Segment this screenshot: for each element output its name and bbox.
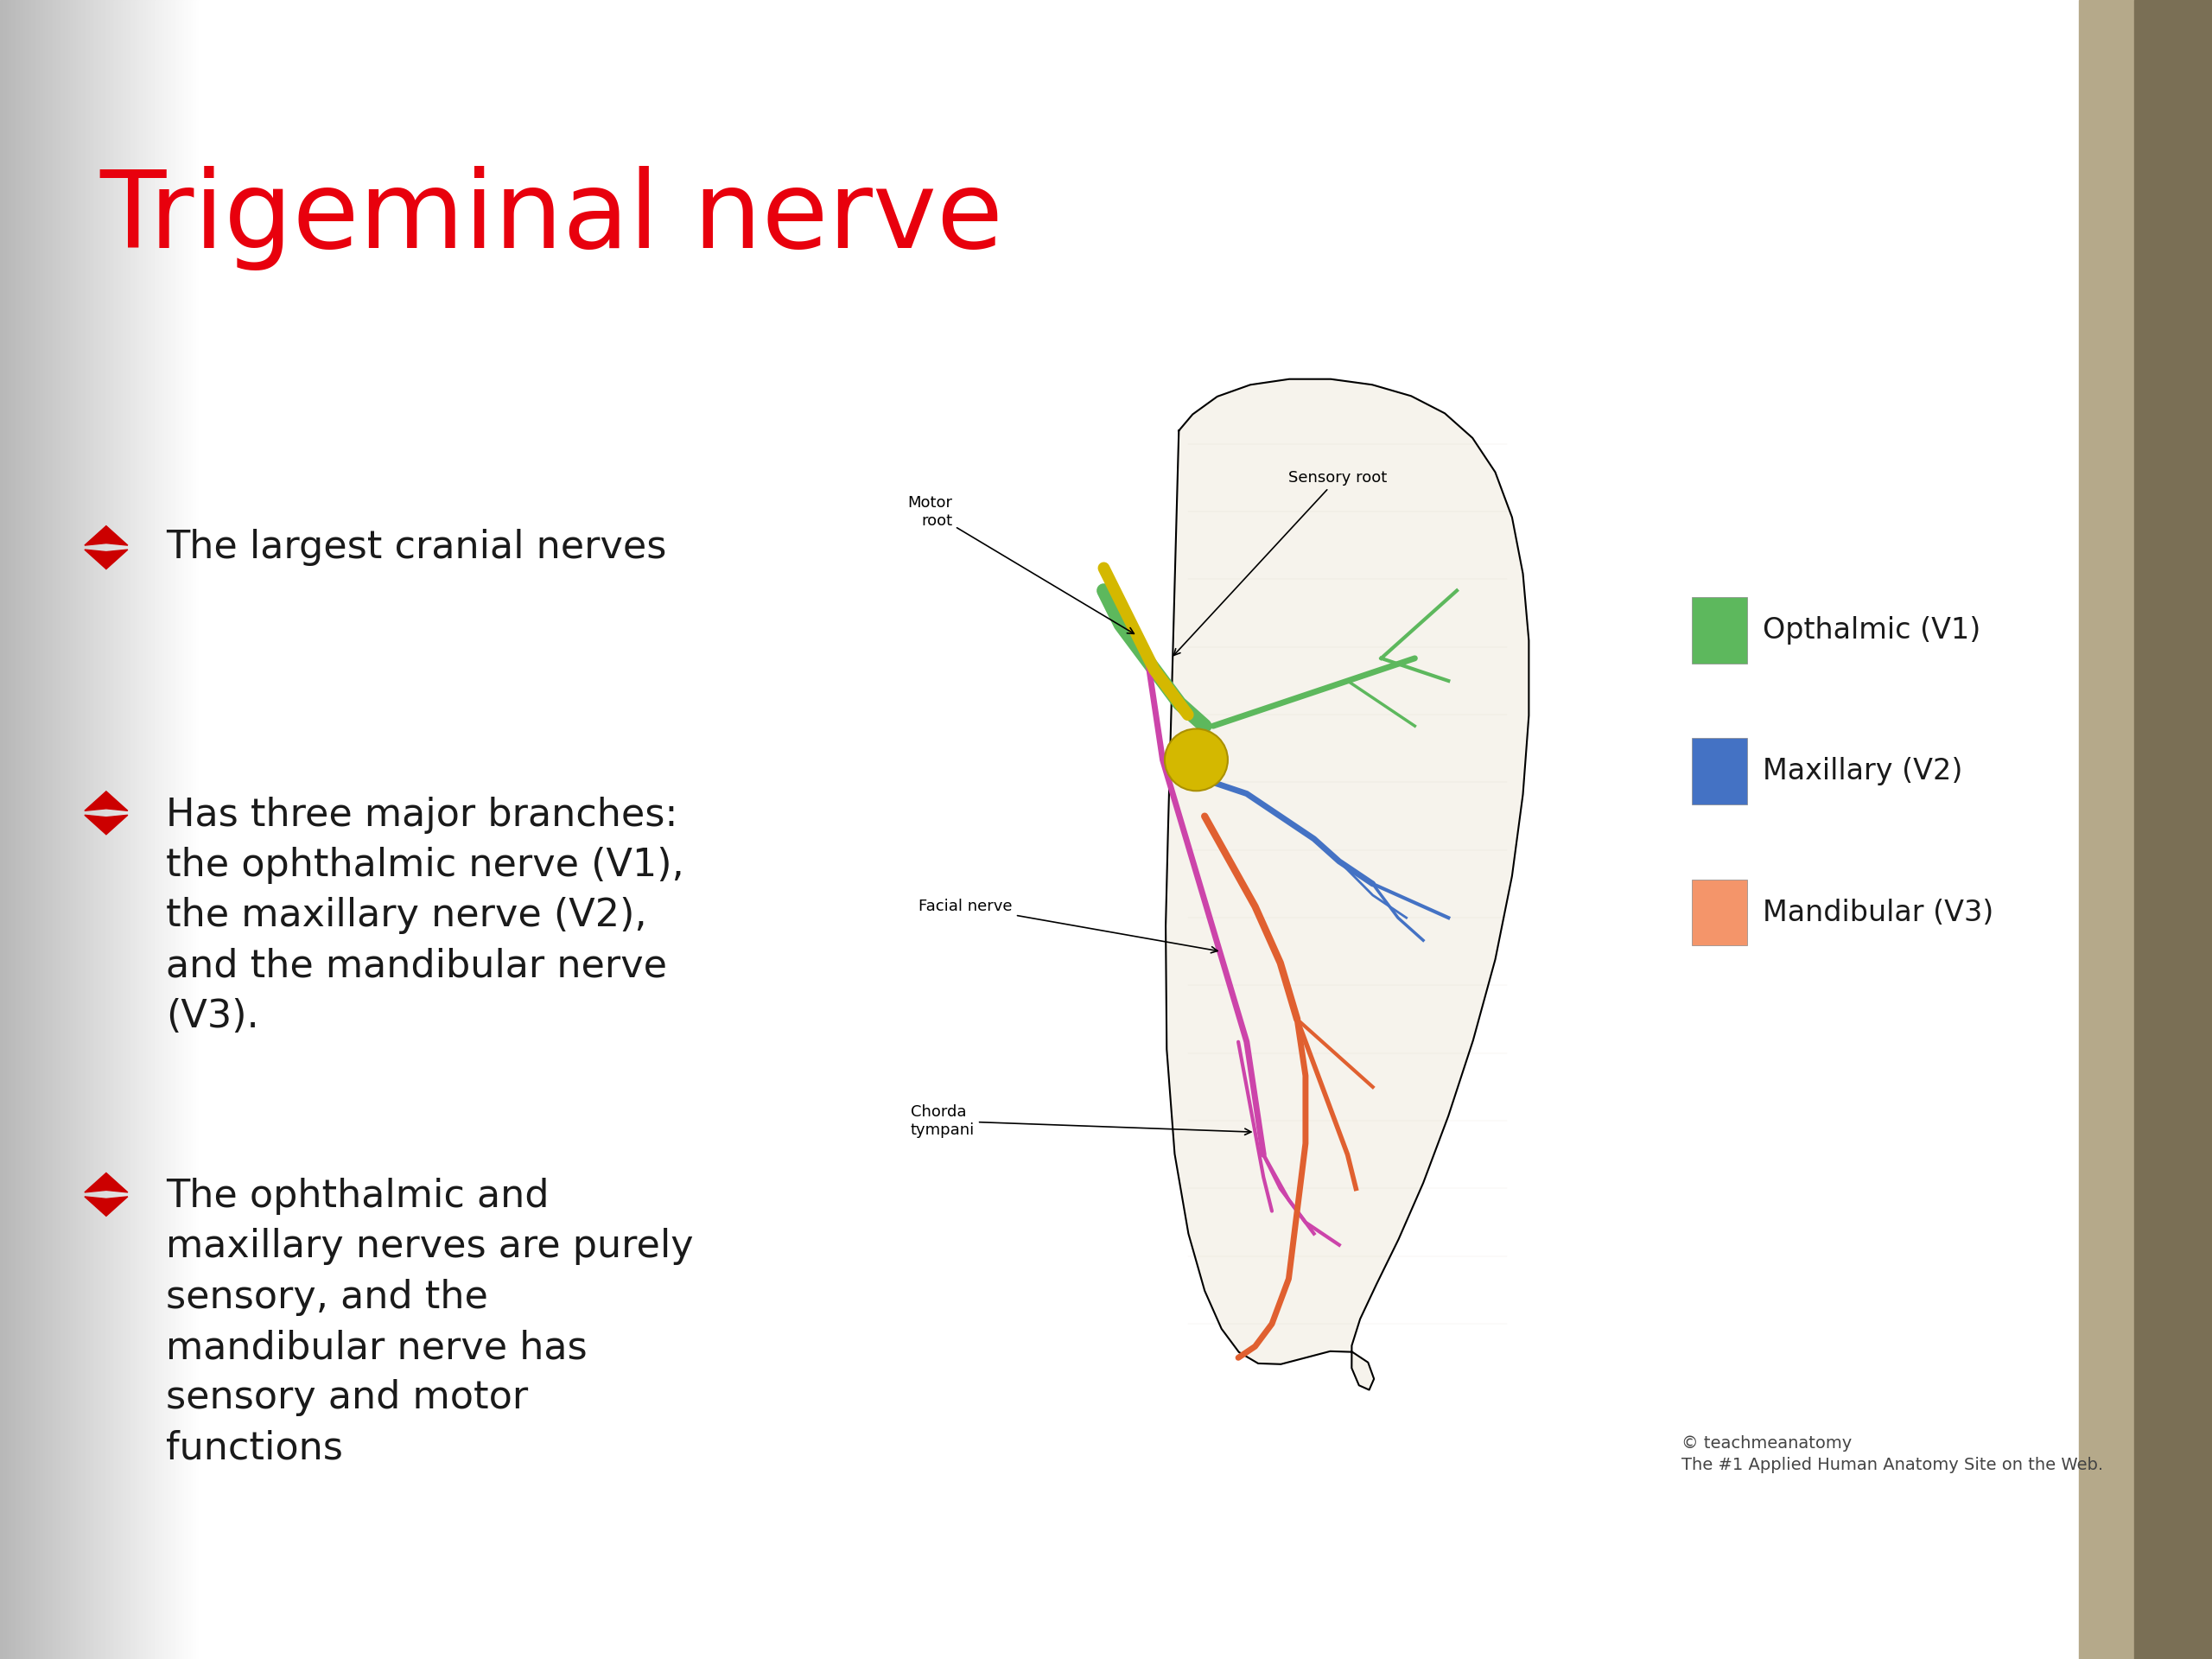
Bar <box>1692 738 1747 805</box>
Ellipse shape <box>1166 728 1228 791</box>
Text: The ophthalmic and
maxillary nerves are purely
sensory, and the
mandibular nerve: The ophthalmic and maxillary nerves are … <box>166 1178 695 1467</box>
Text: Mandibular (V3): Mandibular (V3) <box>1763 898 1993 927</box>
Bar <box>1692 879 1747 946</box>
Text: Sensory root: Sensory root <box>1175 469 1387 655</box>
Polygon shape <box>1166 378 1528 1390</box>
Text: Maxillary (V2): Maxillary (V2) <box>1763 757 1962 786</box>
Polygon shape <box>84 815 128 834</box>
Polygon shape <box>84 549 128 569</box>
Text: © teachmeanatomy
The #1 Applied Human Anatomy Site on the Web.: © teachmeanatomy The #1 Applied Human An… <box>1681 1435 2104 1473</box>
Polygon shape <box>84 1196 128 1216</box>
Bar <box>2135 0 2212 1659</box>
Text: Facial nerve: Facial nerve <box>918 899 1217 952</box>
Bar <box>2079 0 2135 1659</box>
Bar <box>1692 597 1747 664</box>
Polygon shape <box>84 526 128 546</box>
Text: Has three major branches:
the ophthalmic nerve (V1),
the maxillary nerve (V2),
a: Has three major branches: the ophthalmic… <box>166 796 684 1035</box>
Text: Trigeminal nerve: Trigeminal nerve <box>100 166 1004 270</box>
Polygon shape <box>84 1173 128 1193</box>
Text: Opthalmic (V1): Opthalmic (V1) <box>1763 615 1982 645</box>
Text: Chorda
tympani: Chorda tympani <box>911 1103 1252 1138</box>
Bar <box>199 0 2101 1659</box>
Text: Motor
root: Motor root <box>907 494 1135 634</box>
Text: The largest cranial nerves: The largest cranial nerves <box>166 529 666 566</box>
Polygon shape <box>84 791 128 811</box>
